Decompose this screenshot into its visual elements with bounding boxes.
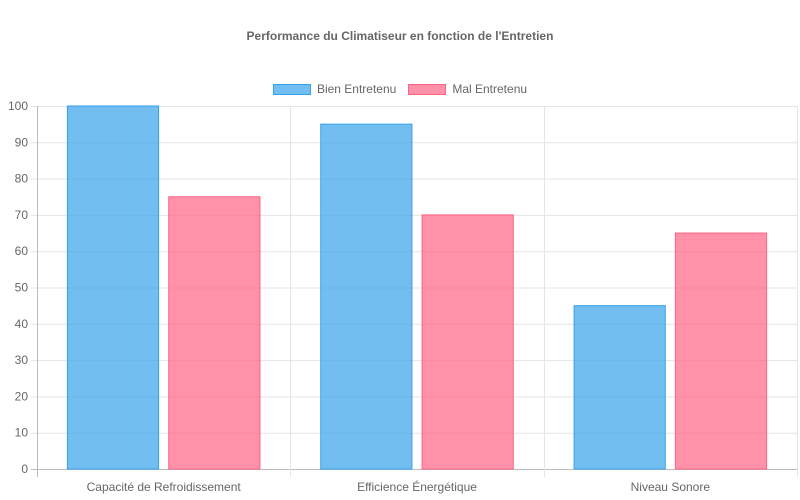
y-tick-label: 90 <box>15 135 29 149</box>
legend-swatch-bien-entretenu <box>272 83 311 95</box>
y-tick-label: 0 <box>21 462 28 476</box>
y-tick-label: 50 <box>15 281 29 295</box>
legend-swatch-mal-entretenu <box>408 83 447 95</box>
y-tick-label: 80 <box>15 172 29 186</box>
chart-title: Performance du Climatiseur en fonction d… <box>246 29 554 43</box>
y-tick-label: 30 <box>15 353 29 367</box>
y-tick-label: 70 <box>15 208 29 222</box>
bar-mal-entretenu-2[interactable] <box>674 232 768 470</box>
bar-mal-entretenu-0[interactable] <box>168 196 261 470</box>
y-tick-label: 20 <box>15 389 29 403</box>
bar-bien-entretenu-1[interactable] <box>320 123 413 470</box>
bar-bien-entretenu-0[interactable] <box>66 105 160 470</box>
bar-bien-entretenu-2[interactable] <box>573 305 666 470</box>
y-tick-label: 100 <box>8 99 28 113</box>
legend-label-mal-entretenu: Mal Entretenu <box>452 82 528 96</box>
y-tick-label: 10 <box>15 426 29 440</box>
y-tick-label: 40 <box>15 317 29 331</box>
x-tick-label: Efficience Énergétique <box>357 479 477 494</box>
bar-mal-entretenu-1[interactable] <box>421 214 514 470</box>
y-tick-label: 60 <box>15 244 29 258</box>
legend-item-bien-entretenu[interactable]: Bien Entretenu <box>272 82 397 96</box>
legend-label-bien-entretenu: Bien Entretenu <box>316 82 397 96</box>
x-tick-label: Capacité de Refroidissement <box>87 480 242 494</box>
legend-item-mal-entretenu[interactable]: Mal Entretenu <box>408 82 527 96</box>
legend: Bien Entretenu Mal Entretenu <box>0 82 800 96</box>
x-tick-label: Niveau Sonore <box>631 480 711 494</box>
